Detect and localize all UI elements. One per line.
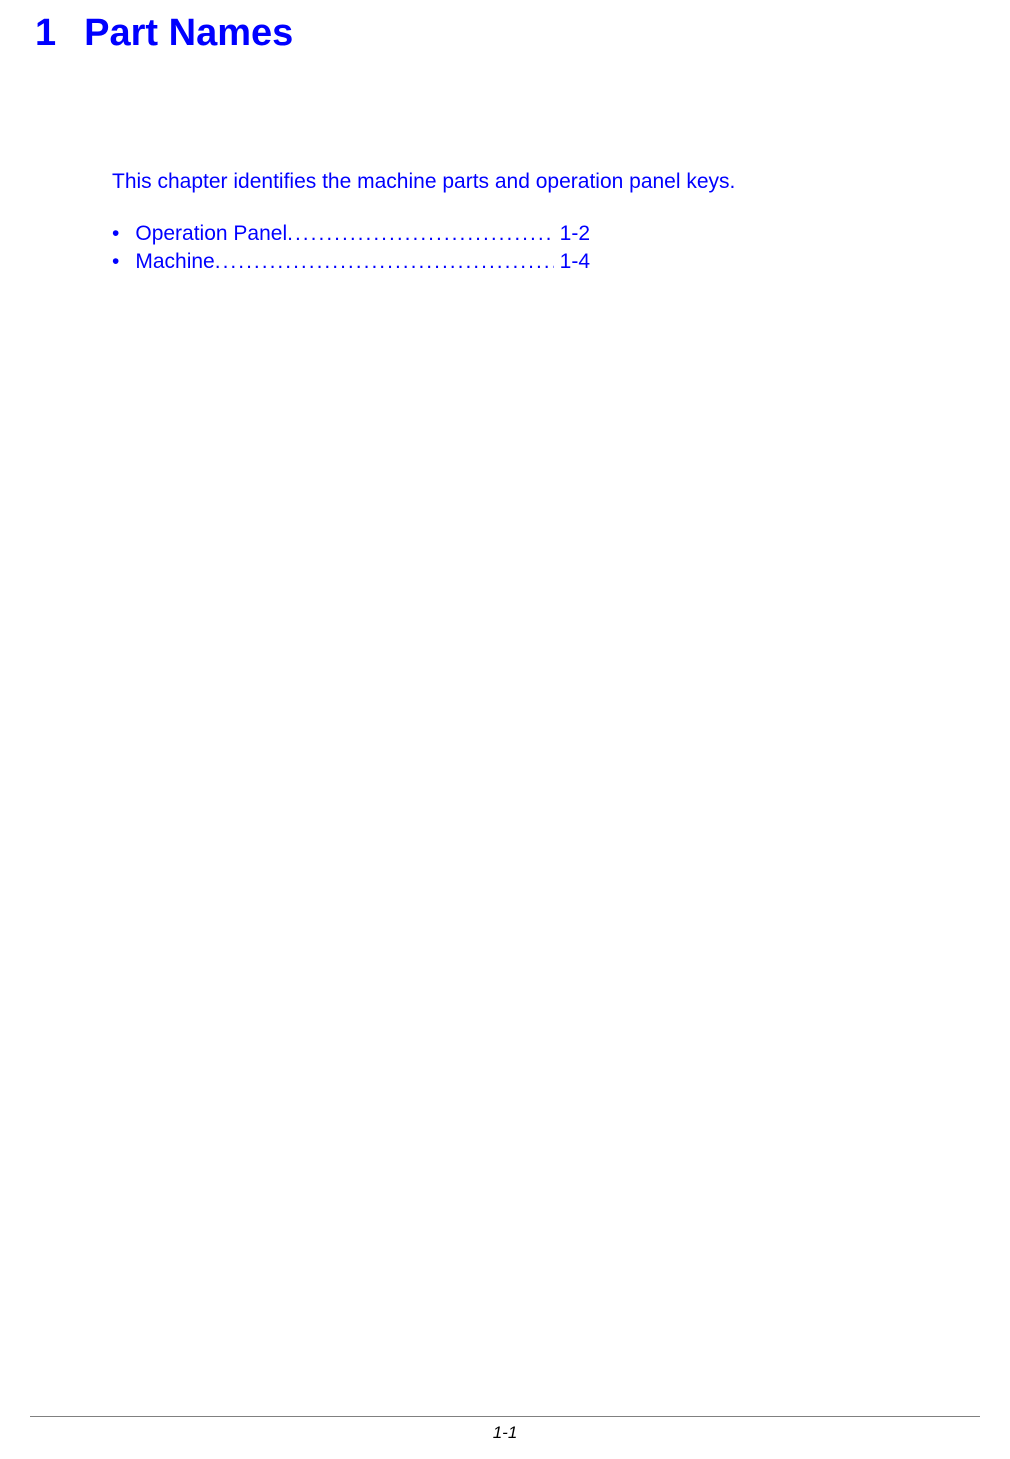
toc-leader-dots: ........................................… <box>287 220 554 248</box>
page-content: 1 Part Names This chapter identifies the … <box>0 12 1010 276</box>
chapter-number: 1 <box>35 12 56 54</box>
page-number: 1-1 <box>0 1423 1010 1443</box>
toc-leader-dots: ........................................… <box>215 248 554 276</box>
toc-list: • Operation Panel ......................… <box>112 220 980 276</box>
toc-entry-label: Operation Panel <box>135 220 287 248</box>
bullet-icon: • <box>112 248 119 276</box>
toc-entry-page: 1-4 <box>560 248 590 276</box>
toc-row: • Machine ..............................… <box>112 248 590 276</box>
chapter-title: Part Names <box>84 12 293 54</box>
toc-item[interactable]: • Machine ..............................… <box>112 248 980 276</box>
chapter-intro: This chapter identifies the machine part… <box>112 170 980 194</box>
toc-entry-label: Machine <box>135 248 214 276</box>
bullet-icon: • <box>112 220 119 248</box>
toc-item[interactable]: • Operation Panel ......................… <box>112 220 980 248</box>
chapter-heading: 1 Part Names <box>35 12 980 55</box>
toc-entry-page: 1-2 <box>560 220 590 248</box>
toc-row: • Operation Panel ......................… <box>112 220 590 248</box>
footer-divider <box>30 1416 980 1417</box>
